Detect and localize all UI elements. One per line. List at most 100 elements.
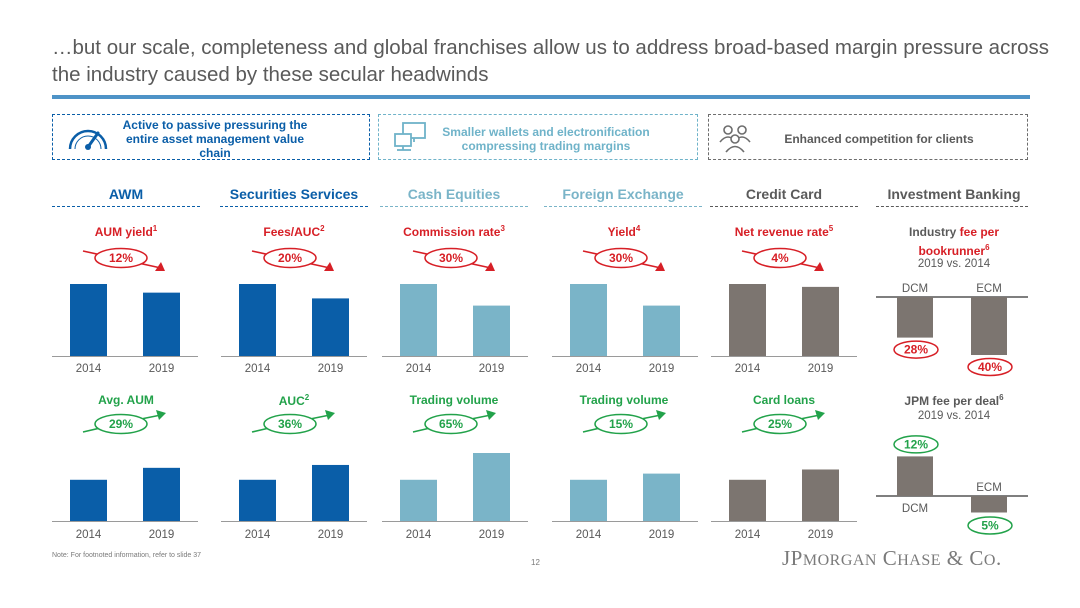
- arrow-up-icon: [656, 410, 666, 420]
- bar: [70, 479, 107, 521]
- change-indicator: 15%: [582, 410, 666, 435]
- change-label: 25%: [768, 417, 792, 431]
- metric-subtitle: 2019 vs. 2014: [917, 258, 991, 270]
- change-oval: [94, 247, 148, 269]
- column-divider: [710, 206, 858, 207]
- people-icon: [719, 125, 751, 153]
- metric-title: Yield4: [607, 224, 641, 239]
- change-oval: [263, 413, 317, 435]
- change-oval: [893, 435, 939, 454]
- arrow-down-icon: [155, 262, 165, 271]
- metric-title: AUM yield1: [94, 224, 158, 239]
- bar: [570, 479, 607, 521]
- banner-text: Smaller wallets and electronification co…: [442, 125, 650, 153]
- change-oval: [594, 413, 648, 435]
- banner-active-passive: Active to passive pressuring the entire …: [52, 114, 370, 160]
- change-indicator: 30%: [412, 247, 495, 271]
- arrow-down-icon: [324, 262, 334, 271]
- banner-text: Active to passive pressuring the entire …: [122, 118, 308, 160]
- change-oval: [424, 247, 478, 269]
- bar: [971, 496, 1007, 513]
- banner-text: Enhanced competition for clients: [784, 132, 974, 146]
- bar: [643, 473, 680, 521]
- bar: [312, 298, 349, 356]
- change-label: 30%: [439, 251, 463, 265]
- title-divider: [52, 95, 1030, 99]
- change-label: 12%: [904, 437, 928, 451]
- bar: [897, 456, 933, 496]
- change-oval: [893, 340, 939, 359]
- arrow-up-icon: [815, 410, 825, 420]
- bar: [897, 297, 933, 338]
- metric-title: Card loans: [752, 393, 815, 407]
- arrow-down-icon: [814, 262, 824, 271]
- page-number: 12: [531, 558, 540, 567]
- change-oval: [753, 413, 807, 435]
- banner-competition: Enhanced competition for clients: [708, 114, 1028, 160]
- tick-label: 2019: [149, 363, 175, 375]
- bar: [643, 305, 680, 356]
- change-oval: [967, 357, 1013, 377]
- column-divider: [544, 206, 702, 207]
- change-label: 20%: [278, 251, 302, 265]
- category-label: DCM: [902, 503, 928, 515]
- change-label: 40%: [978, 360, 1002, 374]
- category-label: DCM: [902, 283, 928, 295]
- tick-label: 2014: [576, 363, 602, 375]
- change-indicator: 25%: [741, 410, 825, 435]
- bar: [400, 479, 437, 521]
- tick-label: 2019: [318, 529, 344, 541]
- bar: [239, 479, 276, 521]
- column-divider: [380, 206, 528, 207]
- bar: [143, 292, 180, 356]
- metric-title: AUC2: [278, 393, 310, 408]
- change-indicator: 29%: [82, 410, 166, 435]
- arrow-up-icon: [486, 410, 496, 420]
- bar: [729, 284, 766, 356]
- metric-title: Avg. AUM: [98, 393, 154, 407]
- bar: [312, 464, 349, 521]
- tick-label: 2019: [808, 363, 834, 375]
- change-oval: [94, 413, 148, 435]
- bar: [802, 286, 839, 356]
- tick-label: 2019: [649, 529, 675, 541]
- tick-label: 2014: [76, 363, 102, 375]
- metric-title: Trading volume: [409, 393, 499, 407]
- metric-title: Net revenue rate5: [734, 224, 834, 239]
- tick-label: 2014: [76, 529, 102, 541]
- change-label: 30%: [609, 251, 633, 265]
- bar: [473, 305, 510, 356]
- column-divider: [52, 206, 200, 207]
- bar: [400, 284, 437, 356]
- arrow-up-icon: [156, 410, 166, 420]
- company-logo: JPMORGAN CHASE & CO.: [782, 546, 1002, 570]
- tick-label: 2019: [318, 363, 344, 375]
- bar: [971, 297, 1007, 355]
- tick-label: 2014: [735, 363, 761, 375]
- metric-subtitle: 2019 vs. 2014: [917, 410, 991, 422]
- bar: [473, 453, 510, 521]
- arrow-up-icon: [325, 410, 335, 420]
- change-label: 65%: [439, 417, 463, 431]
- change-oval: [967, 516, 1013, 535]
- bar: [802, 469, 839, 521]
- category-label: ECM: [976, 482, 1002, 494]
- tick-label: 2014: [245, 529, 271, 541]
- column-header-securities-services: Securities Services: [229, 186, 359, 202]
- tick-label: 2019: [479, 363, 505, 375]
- column-divider: [876, 206, 1028, 207]
- change-indicator: 30%: [582, 247, 665, 271]
- column-divider: [220, 206, 368, 207]
- bar: [729, 479, 766, 521]
- change-indicator: 36%: [251, 410, 335, 435]
- change-label: 15%: [609, 417, 633, 431]
- change-oval: [753, 247, 807, 269]
- metric-title: JPM fee per deal6: [904, 393, 1004, 408]
- column-header-cash-equities: Cash Equities: [407, 186, 501, 202]
- computer-icon: [394, 122, 426, 151]
- column-header-foreign-exchange: Foreign Exchange: [562, 186, 684, 202]
- tick-label: 2014: [406, 363, 432, 375]
- category-label: ECM: [976, 283, 1002, 295]
- change-label: 12%: [109, 251, 133, 265]
